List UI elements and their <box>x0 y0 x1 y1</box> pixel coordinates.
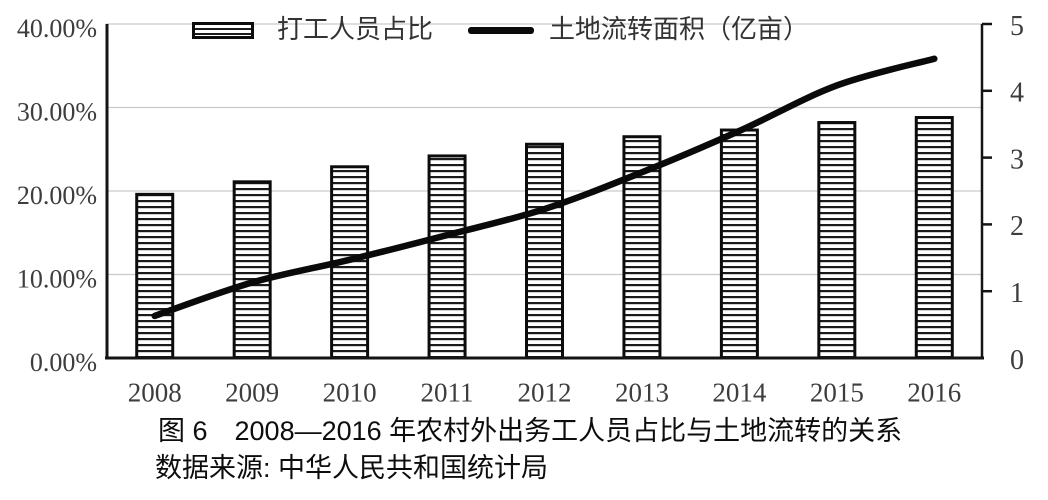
legend-bar-swatch <box>192 22 254 39</box>
right-axis-label: 4 <box>1010 78 1024 109</box>
right-axis-label: 0 <box>1010 345 1024 376</box>
x-axis-label: 2014 <box>712 377 767 407</box>
chart-area: 0.00% 10.00% 20.00% 30.00% 40.00% 0 1 2 3 4 5 2008 2… <box>17 11 1024 408</box>
land-transfer-line <box>151 55 938 320</box>
x-axis-label: 2008 <box>128 377 182 407</box>
x-axis-label: 2015 <box>810 377 864 407</box>
left-axis-label: 0.00% <box>30 348 97 377</box>
legend-line-label: 土地流转面积（亿亩） <box>549 15 810 44</box>
left-axis-label: 20.00% <box>17 181 97 210</box>
x-axis-label: 2016 <box>907 377 961 407</box>
figure-source: 数据来源: 中华人民共和国统计局 <box>155 453 549 483</box>
left-axis-label: 30.00% <box>17 98 97 127</box>
right-axis-label: 1 <box>1010 278 1024 309</box>
legend-bar-label: 打工人员占比 <box>277 15 434 44</box>
bar-2009 <box>232 180 272 360</box>
chart-canvas: 0.00% 10.00% 20.00% 30.00% 40.00% 0 1 2 3 4 5 2008 2… <box>17 11 1024 408</box>
right-axis-label: 5 <box>1010 11 1024 42</box>
right-axis-label: 2 <box>1010 211 1024 242</box>
bar-2016 <box>914 116 954 360</box>
left-axis-label: 10.00% <box>17 265 97 294</box>
right-axis-label: 3 <box>1010 144 1024 175</box>
x-axis-label: 2012 <box>518 377 572 407</box>
x-axis-label: 2013 <box>615 377 669 407</box>
x-axis-label: 2009 <box>225 377 279 407</box>
bar-2015 <box>817 121 857 360</box>
bar-2011 <box>427 154 467 360</box>
bar-2008 <box>135 192 175 360</box>
bar-2014 <box>719 128 759 360</box>
figure-caption: 图 6 2008—2016 年农村外出务工人员占比与土地流转的关系 <box>158 416 903 446</box>
legend-line-swatch <box>468 27 534 34</box>
x-axis-label: 2010 <box>323 377 377 407</box>
left-axis-label: 40.00% <box>17 14 97 43</box>
bar-2012 <box>525 142 564 360</box>
x-axis-label: 2011 <box>421 377 474 407</box>
